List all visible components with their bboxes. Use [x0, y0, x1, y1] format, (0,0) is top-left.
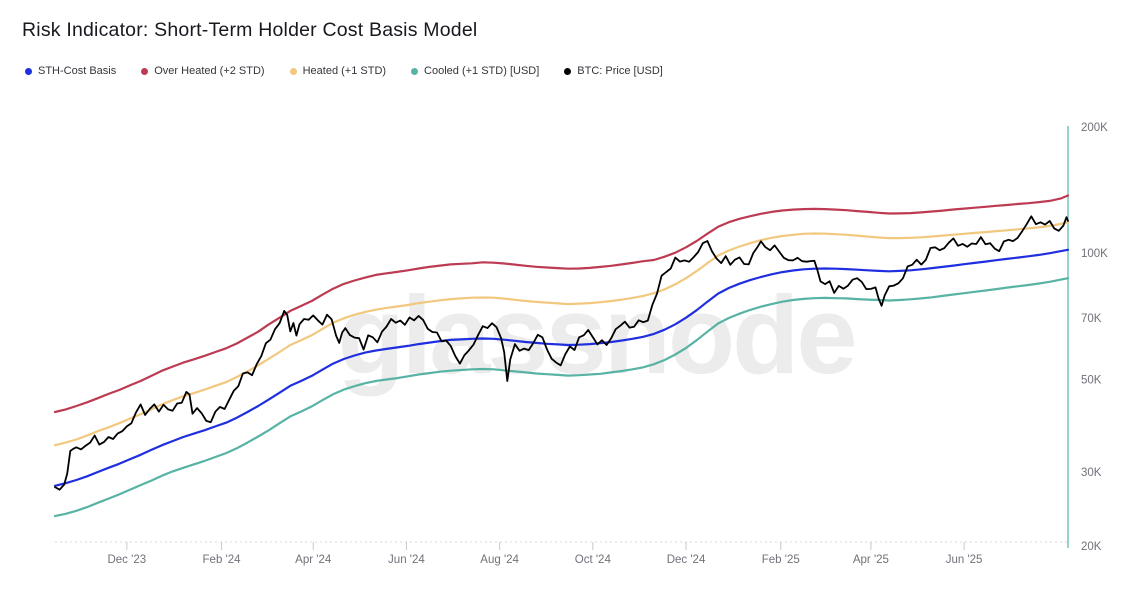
x-axis-label: Aug '24 [480, 554, 519, 566]
legend-label: Cooled (+1 STD) [USD] [424, 65, 540, 77]
x-axis-label: Dec '24 [667, 554, 706, 566]
legend-dot-icon [141, 67, 149, 75]
legend-dot-icon [411, 67, 419, 75]
y-axis-label: 30K [1081, 467, 1102, 479]
legend-dot-icon [25, 67, 32, 75]
y-axis-label: 50K [1081, 374, 1102, 386]
chart-title: Risk Indicator: Short-Term Holder Cost B… [22, 19, 478, 41]
legend-item-sth-cost-basis[interactable]: STH-Cost Basis [25, 65, 116, 77]
chart-legend: STH-Cost Basis Over Heated (+2 STD) Heat… [25, 65, 663, 77]
legend-item-heated[interactable]: Heated (+1 STD) [289, 65, 387, 77]
legend-label: STH-Cost Basis [38, 65, 117, 77]
x-axis-label: Oct '24 [575, 554, 612, 566]
legend-label: BTC: Price [USD] [577, 65, 663, 77]
x-axis-label: Jun '25 [946, 554, 983, 566]
series-line-cooled-1-std-usd [53, 277, 1070, 518]
legend-item-over-heated[interactable]: Over Heated (+2 STD) [141, 65, 265, 77]
series-line-sth-cost-basis [53, 248, 1070, 487]
x-axis-label: Feb '24 [203, 554, 242, 566]
y-axis-label: 20K [1081, 541, 1102, 553]
x-axis-label: Jun '24 [388, 554, 425, 566]
series-line-heated-1-std [53, 221, 1070, 447]
series-line-over-heated-2-std [53, 194, 1070, 414]
x-axis-label: Apr '24 [295, 554, 332, 566]
series-line-btc-price-usd [54, 215, 1069, 491]
y-axis-label: 200K [1081, 122, 1108, 134]
glassnode-watermark: glassnode [337, 274, 854, 397]
legend-dot-icon [564, 67, 572, 75]
x-axis-label: Apr '25 [853, 554, 889, 566]
legend-dot-icon [289, 67, 297, 75]
legend-item-btc-price[interactable]: BTC: Price [USD] [564, 65, 663, 77]
x-axis-label: Feb '25 [762, 554, 800, 566]
y-axis-label: 100K [1081, 248, 1108, 260]
legend-label: Over Heated (+2 STD) [154, 65, 265, 77]
x-axis-label: Dec '23 [107, 554, 146, 566]
legend-label: Heated (+1 STD) [302, 65, 387, 77]
y-axis-label: 70K [1081, 313, 1102, 325]
legend-item-cooled[interactable]: Cooled (+1 STD) [USD] [411, 65, 539, 77]
